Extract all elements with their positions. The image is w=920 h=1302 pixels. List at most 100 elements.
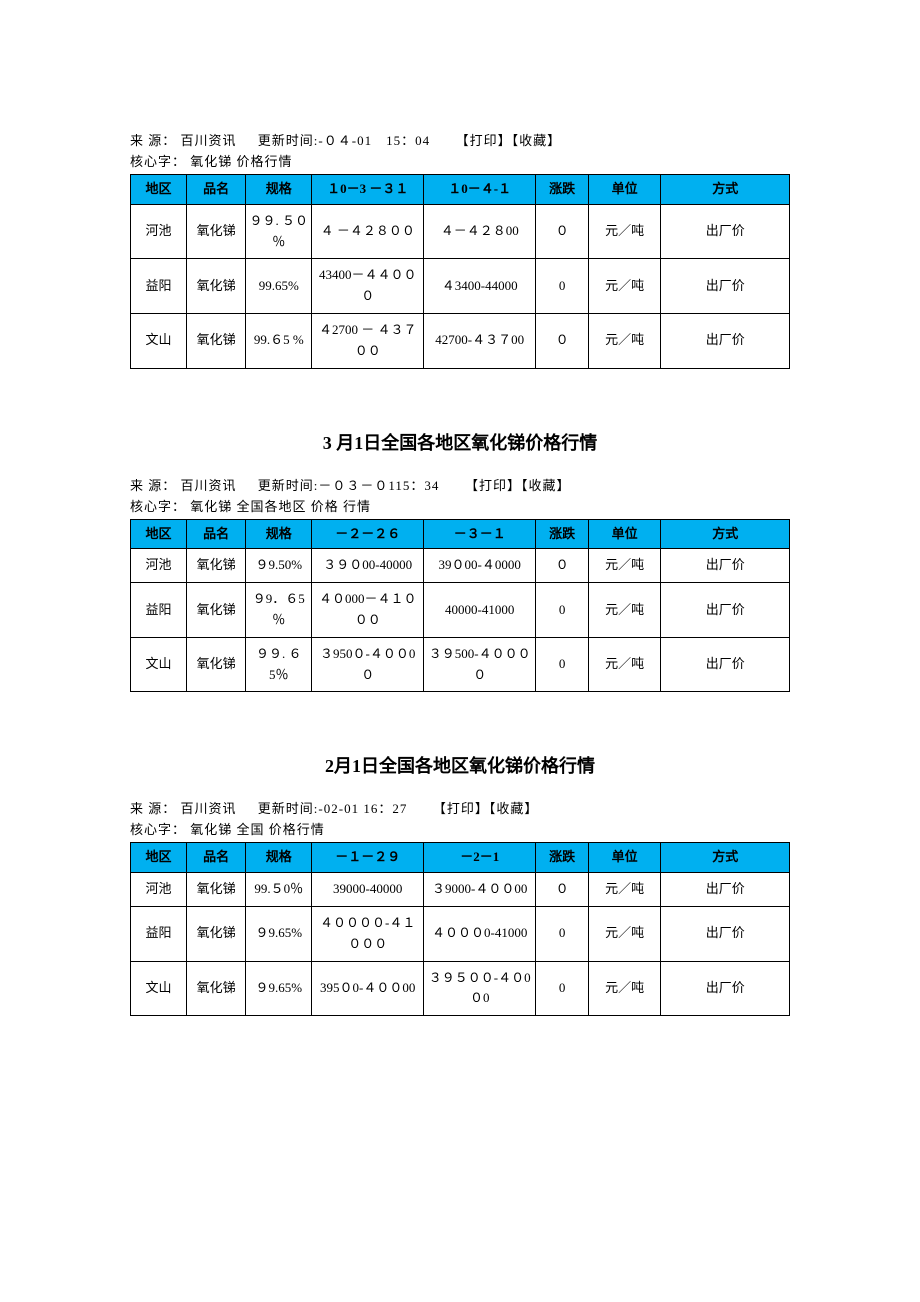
cell-unit: 元／吨 [588,259,660,314]
print-collect[interactable]: 【打印】【收藏】 [456,133,562,148]
cell-p1: 43400－４４０００ [312,259,424,314]
cell-name: 氧化锑 [187,873,246,907]
col-method: 方式 [661,519,790,549]
cell-p1: ４2700 － ４３７００ [312,313,424,368]
keywords-label: 核心字： [130,822,186,837]
price-section-1: 来 源： 百川资讯 更新时间:-０４-01 15：04 【打印】【收藏】 核心字… [130,130,790,369]
cell-unit: 元／吨 [588,873,660,907]
col-method: 方式 [661,843,790,873]
col-diff: 涨跌 [536,175,589,205]
table-row: 益阳 氧化锑 ９9．６5 ％ ４０000－４１０００ 40000-41000 0… [131,583,790,638]
col-unit: 单位 [588,175,660,205]
col-date2: －３－１ [424,519,536,549]
cell-region: 益阳 [131,583,187,638]
col-name: 品名 [187,843,246,873]
cell-spec: ９9.65% [246,961,312,1016]
col-name: 品名 [187,519,246,549]
update-time: -02-01 16：27 [318,801,407,816]
cell-unit: 元／吨 [588,549,660,583]
cell-p2: 42700-４３７00 [424,313,536,368]
cell-unit: 元／吨 [588,637,660,692]
cell-name: 氧化锑 [187,204,246,259]
cell-spec: ９９. ５０ ％ [246,204,312,259]
update-label: 更新时间: [258,801,319,816]
col-method: 方式 [661,175,790,205]
table-row: 文山 氧化锑 99.６5 % ４2700 － ４３７００ 42700-４３７00… [131,313,790,368]
cell-p2: ３９５００-４０0０0 [424,961,536,1016]
cell-method: 出厂价 [661,637,790,692]
col-date2: １0－４-１ [424,175,536,205]
cell-p2: ３９500-４００００ [424,637,536,692]
price-section-2: 3 月1日全国各地区氧化锑价格行情 来 源： 百川资讯 更新时间:－０３－０11… [130,429,790,693]
print-collect[interactable]: 【打印】【收藏】 [433,801,539,816]
cell-unit: 元／吨 [588,204,660,259]
cell-unit: 元／吨 [588,961,660,1016]
page-container: 来 源： 百川资讯 更新时间:-０４-01 15：04 【打印】【收藏】 核心字… [0,0,920,1136]
table-row: 文山 氧化锑 ９9.65% 395０0-４００00 ３９５００-４０0０0 0 … [131,961,790,1016]
cell-method: 出厂价 [661,873,790,907]
table-row: 河池 氧化锑 ９９. ５０ ％ ４ －４２８００ ４－４２８00 ０ 元／吨 出… [131,204,790,259]
cell-p1: ３950０-４００0０ [312,637,424,692]
cell-p1: 395０0-４００00 [312,961,424,1016]
cell-spec: 99.５0％ [246,873,312,907]
update-time: －０３－０115：34 [318,478,439,493]
cell-region: 文山 [131,637,187,692]
source-label: 来 源： [130,133,176,148]
meta-line-source: 来 源： 百川资讯 更新时间:－０３－０115：34 【打印】【收藏】 [130,475,790,494]
table-row: 文山 氧化锑 ９９. ６5％ ３950０-４００0０ ３９500-４００００ 0… [131,637,790,692]
col-date1: －１－２９ [312,843,424,873]
cell-p2: 39０00-４0000 [424,549,536,583]
cell-p1: ４００００-４１０００ [312,906,424,961]
table-row: 河池 氧化锑 99.５0％ 39000-40000 ３9000-４００00 ０ … [131,873,790,907]
cell-p1: ４ －４２８００ [312,204,424,259]
keywords-label: 核心字： [130,499,186,514]
cell-name: 氧化锑 [187,259,246,314]
cell-diff: ０ [536,313,589,368]
cell-region: 益阳 [131,906,187,961]
source-value: 百川资讯 [181,801,237,816]
cell-region: 河池 [131,549,187,583]
cell-name: 氧化锑 [187,906,246,961]
cell-method: 出厂价 [661,961,790,1016]
cell-diff: 0 [536,906,589,961]
cell-p2: ３9000-４００00 [424,873,536,907]
update-label: 更新时间: [258,133,319,148]
cell-region: 河池 [131,873,187,907]
meta-line-keywords: 核心字： 氧化锑 全国 价格行情 [130,819,790,838]
col-name: 品名 [187,175,246,205]
cell-diff: ０ [536,873,589,907]
table-row: 益阳 氧化锑 99.65% 43400－４４０００ ４3400-44000 0 … [131,259,790,314]
cell-diff: 0 [536,637,589,692]
cell-p2: ４０００0-41000 [424,906,536,961]
cell-diff: ０ [536,204,589,259]
cell-spec: 99.６5 % [246,313,312,368]
cell-unit: 元／吨 [588,906,660,961]
keywords-value: 氧化锑 价格行情 [190,154,292,169]
source-value: 百川资讯 [181,478,237,493]
cell-name: 氧化锑 [187,961,246,1016]
table-header-row: 地区 品名 规格 １0－3 －３１ １0－４-１ 涨跌 单位 方式 [131,175,790,205]
cell-spec: ９９. ６5％ [246,637,312,692]
cell-spec: ９9.50% [246,549,312,583]
price-table-2: 地区 品名 规格 －２－２６ －３－１ 涨跌 单位 方式 河池 氧化锑 ９9.5… [130,519,790,693]
cell-method: 出厂价 [661,204,790,259]
price-table-1: 地区 品名 规格 １0－3 －３１ １0－４-１ 涨跌 单位 方式 河池 氧化锑… [130,174,790,369]
col-spec: 规格 [246,175,312,205]
table-header-row: 地区 品名 规格 －１－２９ －2－1 涨跌 单位 方式 [131,843,790,873]
price-section-3: 2月1日全国各地区氧化锑价格行情 来 源： 百川资讯 更新时间:-02-01 1… [130,752,790,1016]
source-label: 来 源： [130,478,176,493]
cell-p1: ４０000－４１０００ [312,583,424,638]
cell-method: 出厂价 [661,583,790,638]
table-row: 益阳 氧化锑 ９9.65% ４００００-４１０００ ４０００0-41000 0 … [131,906,790,961]
table-header-row: 地区 品名 规格 －２－２６ －３－１ 涨跌 单位 方式 [131,519,790,549]
cell-p1: ３９０00-40000 [312,549,424,583]
cell-p1: 39000-40000 [312,873,424,907]
keywords-value: 氧化锑 全国 价格行情 [190,822,325,837]
meta-line-keywords: 核心字： 氧化锑 价格行情 [130,151,790,170]
cell-method: 出厂价 [661,259,790,314]
cell-spec: 99.65% [246,259,312,314]
keywords-value: 氧化锑 全国各地区 价格 行情 [190,499,371,514]
cell-diff: 0 [536,961,589,1016]
cell-diff: ０ [536,549,589,583]
print-collect[interactable]: 【打印】【收藏】 [465,478,571,493]
